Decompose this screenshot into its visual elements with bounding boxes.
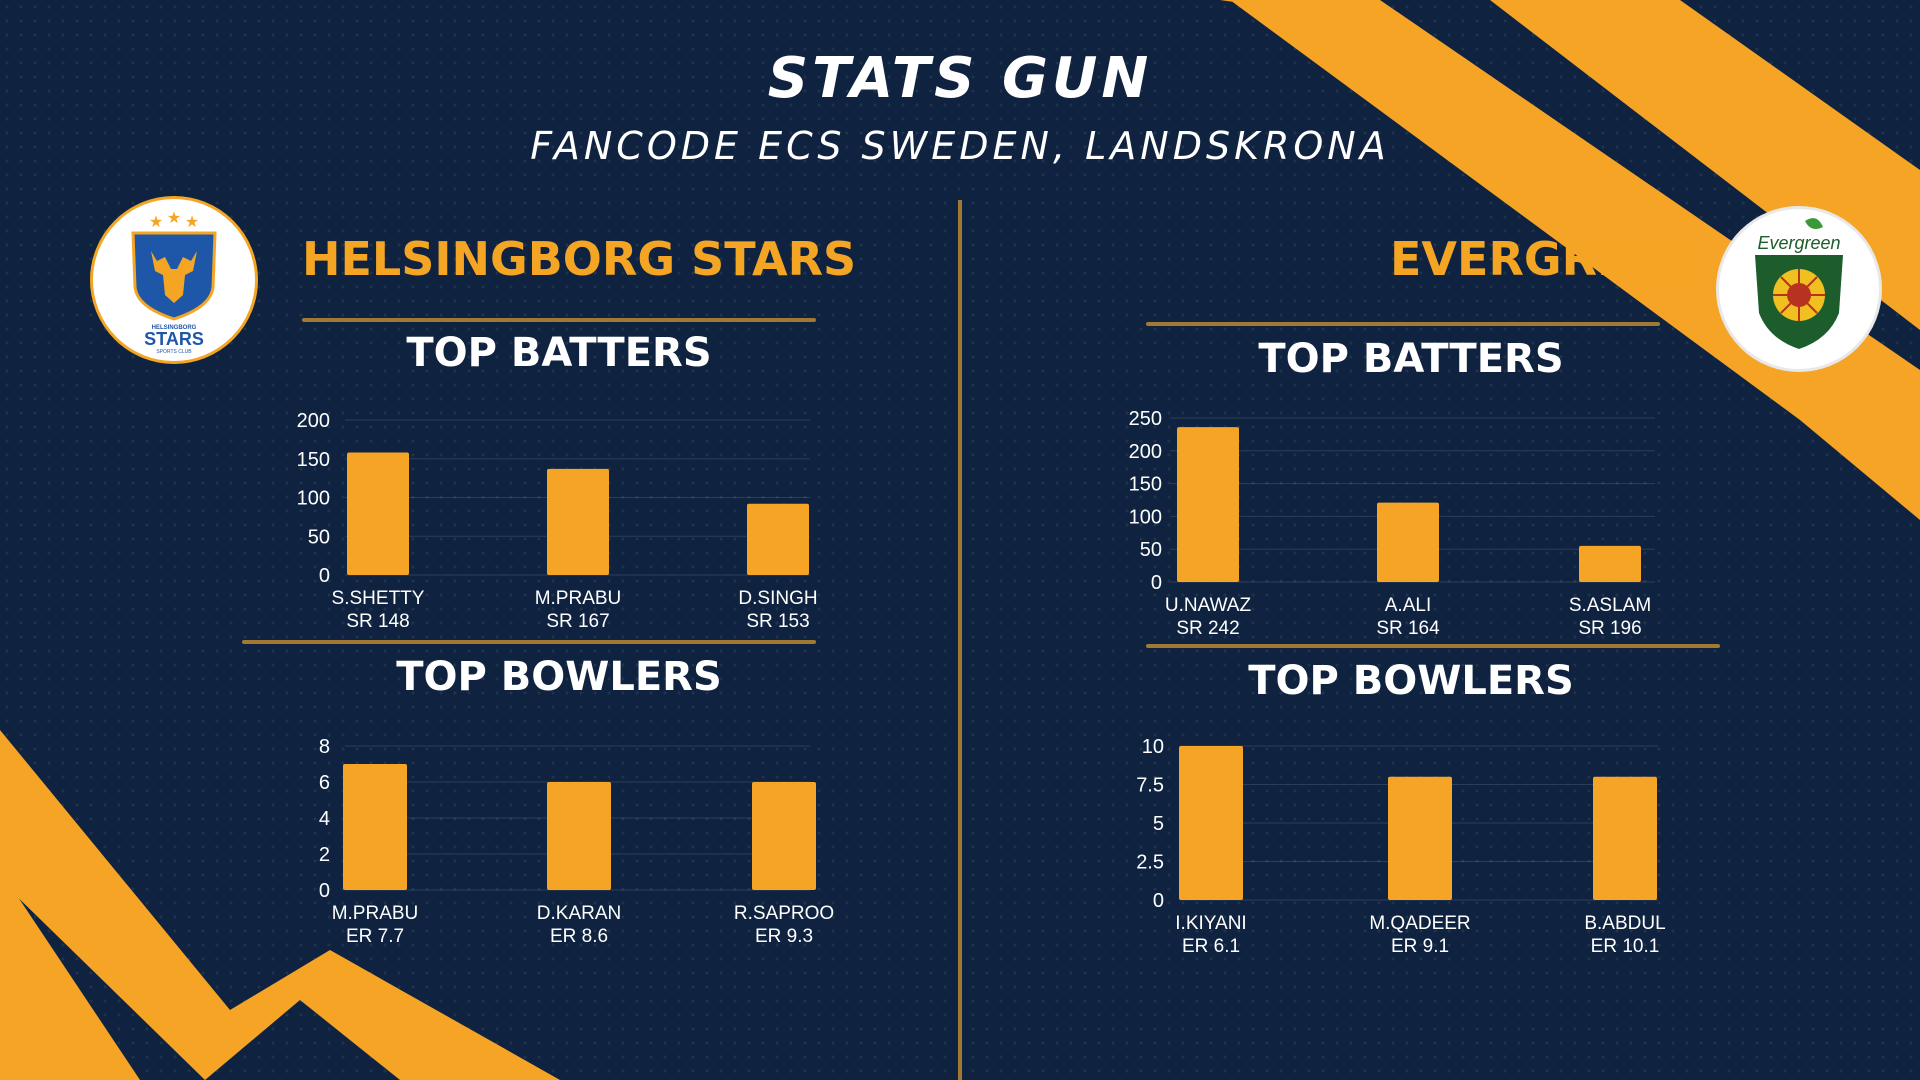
x-category-label: D.SINGH bbox=[738, 588, 817, 609]
rule-right-middle bbox=[1146, 644, 1720, 648]
rule-left-top bbox=[302, 318, 816, 322]
shield-icon: ★ ★ ★ HELSINGBORG STARS SPORTS CLUB bbox=[131, 210, 217, 355]
bar bbox=[347, 452, 409, 575]
bottom-left-stripe bbox=[0, 870, 140, 1080]
y-tick-label: 50 bbox=[1140, 539, 1162, 561]
crest-icon: Evergreen bbox=[1755, 218, 1843, 349]
helsingborg-stars-logo: ★ ★ ★ HELSINGBORG STARS SPORTS CLUB bbox=[90, 196, 258, 364]
x-category-label: S.SHETTY bbox=[332, 588, 425, 609]
x-sublabel: SR 164 bbox=[1376, 618, 1440, 639]
x-category-label: B.ABDUL bbox=[1584, 913, 1665, 934]
bar bbox=[1593, 776, 1657, 900]
x-category-label: R.SAPROO bbox=[734, 903, 834, 924]
center-divider bbox=[958, 200, 962, 1080]
y-tick-label: 150 bbox=[1129, 474, 1162, 496]
page-subtitle: FANCODE ECS SWEDEN, LANDSKRONA bbox=[530, 124, 1390, 168]
bar bbox=[1377, 502, 1439, 582]
y-tick-label: 0 bbox=[319, 880, 330, 902]
x-category-label: A.ALI bbox=[1385, 595, 1431, 616]
y-tick-label: 2 bbox=[319, 844, 330, 866]
svg-text:Evergreen: Evergreen bbox=[1757, 233, 1840, 253]
bar bbox=[1177, 427, 1239, 582]
x-sublabel: SR 242 bbox=[1176, 618, 1239, 639]
bottom-left-stripe bbox=[0, 730, 560, 1080]
section-title-right-bowlers: TOP BOWLERS bbox=[1248, 658, 1574, 704]
team-name-right: EVERGREEN bbox=[1390, 232, 1699, 286]
bar bbox=[547, 468, 609, 575]
bar bbox=[747, 503, 809, 575]
evergreen-logo: Evergreen bbox=[1716, 206, 1882, 372]
y-tick-label: 0 bbox=[1153, 890, 1164, 912]
x-sublabel: ER 9.1 bbox=[1391, 936, 1449, 957]
x-sublabel: ER 7.7 bbox=[346, 926, 404, 947]
y-tick-label: 0 bbox=[1151, 572, 1162, 594]
x-sublabel: SR 196 bbox=[1578, 618, 1641, 639]
svg-text:★: ★ bbox=[149, 214, 163, 231]
section-title-left-batters: TOP BATTERS bbox=[406, 330, 712, 376]
x-sublabel: ER 9.3 bbox=[755, 926, 813, 947]
y-tick-label: 250 bbox=[1129, 408, 1162, 430]
x-category-label: M.PRABU bbox=[332, 903, 419, 924]
y-tick-label: 200 bbox=[297, 410, 330, 432]
y-tick-label: 200 bbox=[1129, 441, 1162, 463]
y-tick-label: 150 bbox=[297, 449, 330, 471]
section-title-right-batters: TOP BATTERS bbox=[1258, 336, 1564, 382]
svg-text:★: ★ bbox=[185, 214, 199, 231]
bar bbox=[547, 782, 611, 890]
x-category-label: M.PRABU bbox=[535, 588, 622, 609]
x-category-label: M.QADEER bbox=[1369, 913, 1470, 934]
y-tick-label: 0 bbox=[319, 565, 330, 587]
bar bbox=[343, 764, 407, 890]
y-tick-label: 6 bbox=[319, 772, 330, 794]
x-sublabel: ER 8.6 bbox=[550, 926, 608, 947]
y-tick-label: 7.5 bbox=[1136, 775, 1164, 797]
y-tick-label: 2.5 bbox=[1136, 852, 1164, 874]
rule-right-top bbox=[1146, 322, 1660, 326]
top-right-stripe bbox=[1220, 0, 1370, 30]
bar bbox=[1388, 776, 1452, 900]
svg-text:STARS: STARS bbox=[144, 329, 204, 349]
svg-text:SPORTS CLUB: SPORTS CLUB bbox=[156, 349, 192, 355]
y-tick-label: 100 bbox=[1129, 506, 1162, 528]
section-title-left-bowlers: TOP BOWLERS bbox=[396, 654, 722, 700]
y-tick-label: 4 bbox=[319, 808, 330, 830]
x-category-label: D.KARAN bbox=[537, 903, 621, 924]
team-name-left: HELSINGBORG STARS bbox=[302, 232, 857, 286]
svg-text:★: ★ bbox=[167, 210, 181, 227]
y-tick-label: 10 bbox=[1142, 736, 1164, 758]
y-tick-label: 5 bbox=[1153, 813, 1164, 835]
x-sublabel: ER 6.1 bbox=[1182, 936, 1240, 957]
x-sublabel: SR 153 bbox=[746, 611, 809, 632]
rule-left-middle bbox=[242, 640, 816, 644]
page-title: STATS GUN bbox=[767, 46, 1153, 111]
x-sublabel: SR 148 bbox=[346, 611, 409, 632]
x-category-label: S.ASLAM bbox=[1569, 595, 1651, 616]
x-category-label: I.KIYANI bbox=[1175, 913, 1246, 934]
x-sublabel: SR 167 bbox=[546, 611, 609, 632]
y-tick-label: 8 bbox=[319, 736, 330, 758]
x-category-label: U.NAWAZ bbox=[1165, 595, 1252, 616]
svg-text:HELSINGBORG: HELSINGBORG bbox=[152, 325, 197, 331]
y-tick-label: 50 bbox=[308, 526, 330, 548]
bar bbox=[1579, 545, 1641, 582]
bar bbox=[752, 782, 816, 890]
y-tick-label: 100 bbox=[297, 488, 330, 510]
bar bbox=[1179, 746, 1243, 900]
x-sublabel: ER 10.1 bbox=[1591, 936, 1660, 957]
